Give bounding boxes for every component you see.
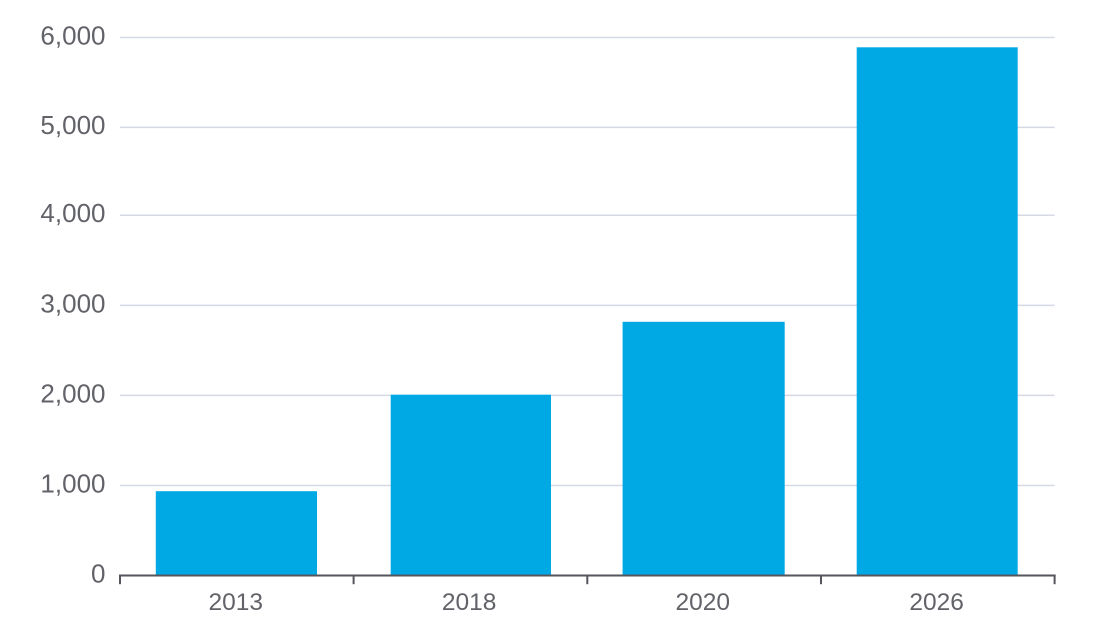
- svg-text:2013: 2013: [208, 589, 263, 616]
- svg-text:1,000: 1,000: [40, 468, 105, 498]
- svg-text:2020: 2020: [676, 589, 731, 616]
- svg-text:5,000: 5,000: [40, 110, 105, 140]
- svg-text:3,000: 3,000: [40, 288, 105, 318]
- svg-text:2018: 2018: [442, 589, 497, 616]
- svg-text:4,000: 4,000: [40, 198, 105, 228]
- svg-text:2026: 2026: [909, 589, 964, 616]
- svg-text:2,000: 2,000: [40, 378, 105, 408]
- svg-text:6,000: 6,000: [40, 20, 105, 50]
- svg-text:0: 0: [91, 559, 105, 589]
